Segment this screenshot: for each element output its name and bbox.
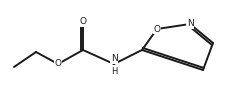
Text: H: H <box>111 67 117 76</box>
Text: N: N <box>111 54 117 63</box>
Text: O: O <box>154 24 160 34</box>
Text: O: O <box>54 60 61 69</box>
Text: O: O <box>79 17 87 26</box>
Text: N: N <box>187 19 193 29</box>
